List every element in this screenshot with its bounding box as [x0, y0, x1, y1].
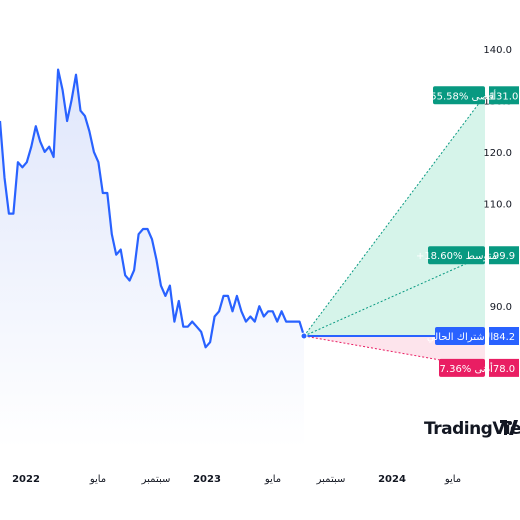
- x-tick-label: مايو: [444, 474, 461, 485]
- y-tick-label: 140.0: [483, 45, 512, 56]
- average-price-value: 99.9: [493, 251, 515, 262]
- forecast-fan: [303, 94, 486, 369]
- current-label-box: [435, 327, 485, 345]
- high-price-value: 131.0: [490, 91, 519, 102]
- average-label-box: [428, 246, 485, 265]
- y-tick-label: 90.0: [490, 302, 512, 313]
- low-price-value: 78.0: [493, 364, 515, 375]
- x-tick-label: 2024: [378, 474, 406, 485]
- x-tick-label: سبتمبر: [316, 474, 346, 485]
- current-price-value: 84.2: [493, 332, 515, 343]
- average-price-box: [489, 246, 519, 265]
- tradingview-logo: TradingView: [424, 419, 520, 439]
- high-label-box: [433, 86, 485, 105]
- x-tick-label: مايو: [89, 474, 106, 485]
- last-price-point: [300, 332, 308, 340]
- y-tick-label: 110.0: [483, 199, 512, 210]
- forecast-label-average: 99.9+18.60% متوسط: [416, 246, 519, 265]
- average-label-text: +18.60% متوسط: [416, 251, 497, 262]
- low-label-text: −7.36% أدنى: [431, 362, 493, 375]
- x-tick-label: مايو: [264, 474, 281, 485]
- price-area: [0, 69, 304, 448]
- price-line-path: [0, 68, 306, 349]
- tradingview-watermark-text: TradingView: [424, 419, 520, 439]
- tradingview-mark-icon: [500, 420, 518, 435]
- forecast-label-low: 78.0−7.36% أدنى: [431, 358, 519, 377]
- x-tick-label: 2022: [12, 474, 40, 485]
- forecast-labels: 131.0+55.58% أقصى 99.9+18.60% متوسط 84.2ال…: [416, 86, 519, 377]
- low-label-box: [439, 358, 485, 377]
- price-area-fill: [0, 69, 304, 448]
- high-price-box: [489, 86, 519, 105]
- price-line: [0, 68, 308, 349]
- y-tick-label: 120.0: [483, 148, 512, 159]
- x-tick-label: سبتمبر: [141, 474, 171, 485]
- current-price-box: [489, 327, 519, 345]
- high-label-text: +55.58% أقصى: [422, 89, 496, 102]
- x-axis: 2022 مايو سبتمبر 2023 مايو سبتمبر 2024 مايو: [12, 474, 461, 485]
- x-tick-label: 2023: [193, 474, 221, 485]
- current-label-text: الاشتراك الحالي: [427, 332, 493, 343]
- low-price-box: [489, 358, 519, 377]
- forecast-label-high: 131.0+55.58% أقصى: [422, 86, 519, 105]
- forecast-average-line: [303, 254, 486, 337]
